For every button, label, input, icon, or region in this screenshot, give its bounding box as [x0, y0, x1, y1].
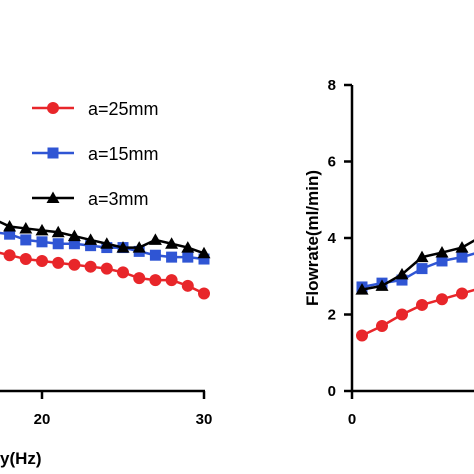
data-point	[19, 221, 33, 234]
data-point	[395, 267, 409, 280]
data-point	[133, 272, 146, 285]
data-point	[416, 263, 428, 275]
right-plot-series	[355, 239, 474, 342]
data-point	[181, 279, 194, 292]
data-point	[20, 234, 32, 246]
series-a-25mm	[0, 249, 210, 300]
data-point	[415, 250, 429, 263]
data-point	[396, 274, 408, 286]
series-blue	[356, 251, 474, 293]
data-point	[436, 293, 448, 306]
data-point	[165, 237, 179, 249]
legend-entry: a=25mm	[32, 99, 159, 119]
data-point	[435, 246, 449, 258]
data-point	[3, 220, 17, 232]
right-y-ticks: 0 2 4 6 8	[328, 77, 352, 400]
series-a-3mm	[0, 220, 211, 259]
data-point	[149, 249, 161, 261]
data-point	[36, 236, 48, 248]
data-point	[165, 274, 178, 287]
left-chart-panel: 20 30 y(Hz)	[0, 220, 213, 468]
x-tick-label: 0	[348, 411, 356, 428]
data-point	[19, 253, 32, 266]
data-point	[456, 251, 468, 263]
data-point	[182, 251, 194, 263]
data-point	[67, 229, 81, 242]
data-point	[84, 260, 97, 273]
data-point	[198, 253, 210, 265]
data-point	[52, 238, 64, 250]
right-x-ticks: 0	[348, 391, 356, 428]
data-point	[4, 228, 16, 240]
y-tick-label: 4	[328, 230, 337, 247]
data-point	[100, 237, 114, 249]
legend-entry: a=3mm	[32, 189, 149, 209]
data-point	[375, 279, 389, 291]
data-point	[35, 223, 49, 236]
data-point	[197, 246, 211, 259]
series-black	[355, 239, 474, 295]
data-point	[68, 238, 80, 250]
data-point	[84, 233, 98, 245]
legend-label: a=15mm	[88, 144, 159, 164]
series-red	[356, 287, 474, 342]
x-tick-label: 30	[196, 411, 213, 428]
data-point	[3, 249, 16, 262]
right-y-axis-title: Flowrate(ml/min)	[303, 170, 322, 306]
data-point	[198, 287, 210, 300]
data-point	[436, 255, 448, 267]
data-point	[132, 241, 146, 253]
data-point	[100, 262, 113, 275]
left-x-axis-title: y(Hz)	[0, 449, 42, 468]
x-tick-label: 20	[34, 411, 51, 428]
data-point	[68, 258, 81, 271]
legend-label: a=25mm	[88, 99, 159, 119]
left-x-ticks: 20 30	[34, 391, 213, 428]
y-tick-label: 6	[328, 154, 336, 171]
data-point	[85, 240, 97, 252]
data-point	[52, 256, 65, 269]
left-plot-series	[0, 220, 211, 300]
data-point	[116, 241, 130, 253]
data-point	[148, 233, 162, 245]
data-point	[149, 274, 162, 287]
series-line	[361, 239, 474, 291]
data-point	[355, 283, 369, 295]
legend-entry: a=15mm	[32, 144, 159, 164]
data-point	[356, 329, 368, 342]
legend-marker	[47, 102, 59, 114]
data-point	[166, 251, 178, 263]
data-point	[51, 225, 65, 238]
legend-marker	[46, 191, 60, 203]
data-point	[181, 241, 195, 253]
data-point	[416, 298, 428, 311]
data-point	[396, 308, 408, 321]
legend-marker	[47, 147, 59, 159]
y-tick-label: 8	[328, 77, 336, 94]
legend-label: a=3mm	[88, 189, 149, 209]
legend: a=25mm a=15mm a=3mm	[32, 99, 159, 209]
y-tick-label: 2	[328, 307, 336, 324]
data-point	[376, 319, 388, 332]
data-point	[455, 241, 469, 253]
data-point	[117, 266, 129, 279]
y-tick-label: 0	[328, 383, 336, 400]
data-point	[36, 254, 48, 267]
right-chart-panel: 0 2 4 6 8 0 Flowrate(ml/min)	[303, 77, 474, 428]
data-point	[456, 287, 468, 300]
